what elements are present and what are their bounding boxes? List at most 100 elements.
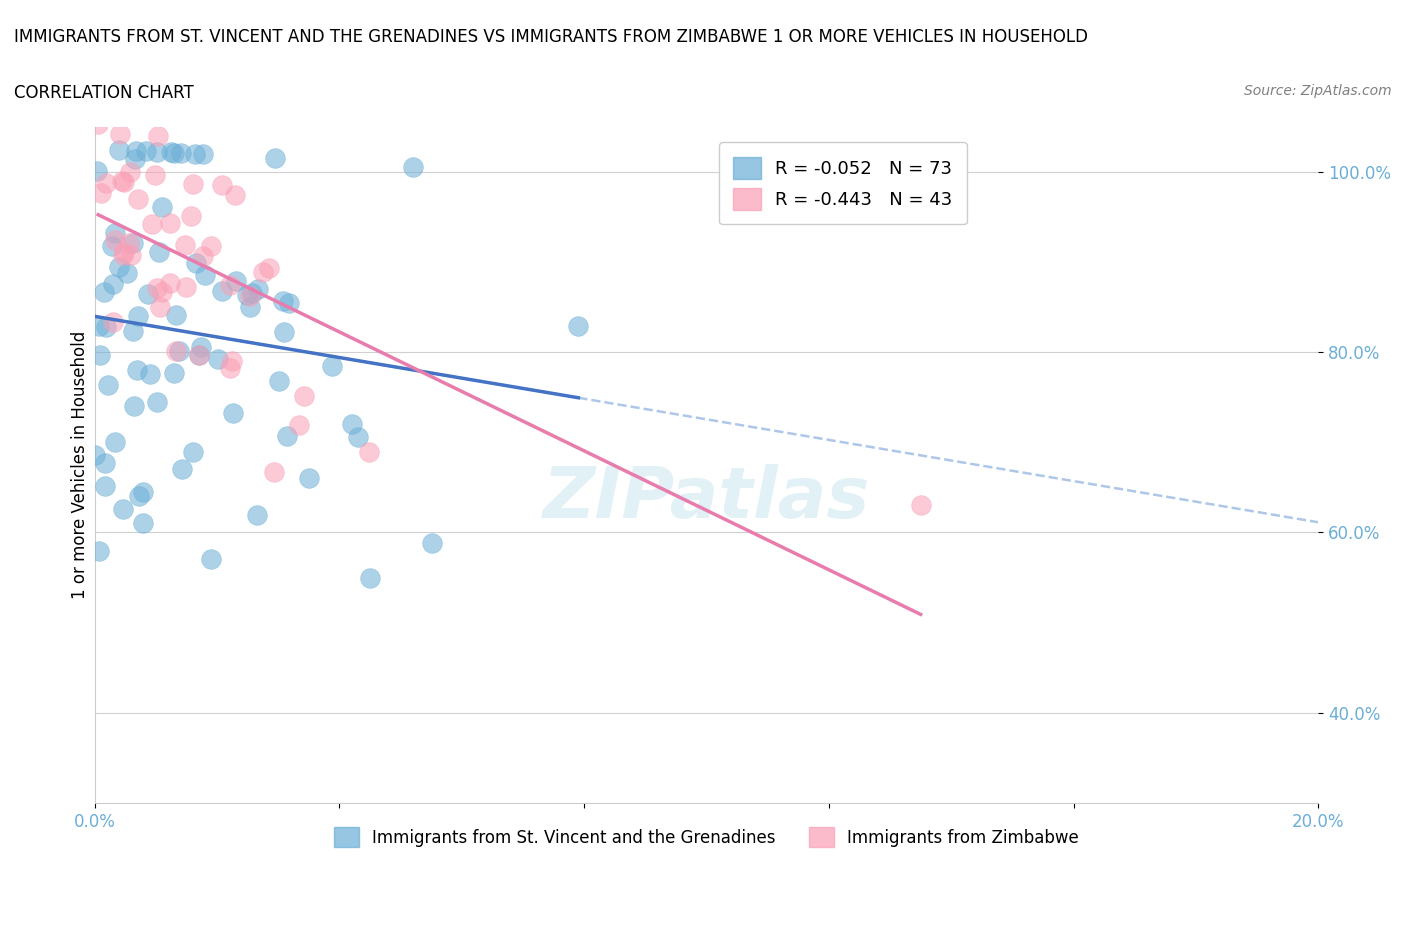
Immigrants from St. Vincent and the Grenadines: [207, 352, 229, 366]
Immigrants from St. Vincent and the Grenadines: [104, 434, 127, 449]
Immigrants from St. Vincent and the Grenadines: [131, 516, 153, 531]
Immigrants from St. Vincent and the Grenadines: [236, 288, 259, 303]
Immigrants from St. Vincent and the Grenadines: [94, 456, 117, 471]
Immigrants from St. Vincent and the Grenadines: [135, 144, 157, 159]
Immigrants from St. Vincent and the Grenadines: [246, 508, 269, 523]
Immigrants from St. Vincent and the Grenadines: [298, 471, 321, 485]
Immigrants from Zimbabwe: [159, 216, 181, 231]
Immigrants from St. Vincent and the Grenadines: [89, 348, 111, 363]
Immigrants from St. Vincent and the Grenadines: [359, 571, 381, 586]
Immigrants from Zimbabwe: [141, 217, 163, 232]
Immigrants from Zimbabwe: [111, 247, 134, 262]
Immigrants from St. Vincent and the Grenadines: [115, 265, 138, 280]
Immigrants from St. Vincent and the Grenadines: [94, 319, 117, 334]
Immigrants from St. Vincent and the Grenadines: [122, 398, 145, 413]
Immigrants from St. Vincent and the Grenadines: [273, 325, 295, 339]
Immigrants from Zimbabwe: [211, 178, 233, 193]
Immigrants from St. Vincent and the Grenadines: [222, 405, 245, 420]
Text: CORRELATION CHART: CORRELATION CHART: [14, 84, 194, 101]
Immigrants from St. Vincent and the Grenadines: [188, 347, 211, 362]
Immigrants from St. Vincent and the Grenadines: [225, 274, 247, 289]
Immigrants from St. Vincent and the Grenadines: [184, 256, 207, 271]
Immigrants from St. Vincent and the Grenadines: [321, 358, 343, 373]
Immigrants from St. Vincent and the Grenadines: [340, 417, 363, 432]
Immigrants from St. Vincent and the Grenadines: [111, 501, 134, 516]
Immigrants from St. Vincent and the Grenadines: [163, 145, 186, 160]
Immigrants from St. Vincent and the Grenadines: [184, 146, 207, 161]
Immigrants from St. Vincent and the Grenadines: [567, 318, 589, 333]
Immigrants from Zimbabwe: [252, 264, 274, 279]
Text: ZIPatlas: ZIPatlas: [543, 464, 870, 533]
Immigrants from St. Vincent and the Grenadines: [200, 551, 222, 566]
Immigrants from St. Vincent and the Grenadines: [269, 374, 291, 389]
Immigrants from St. Vincent and the Grenadines: [347, 430, 370, 445]
Immigrants from St. Vincent and the Grenadines: [101, 276, 124, 291]
Immigrants from Zimbabwe: [910, 498, 932, 512]
Immigrants from Zimbabwe: [176, 280, 198, 295]
Immigrants from Zimbabwe: [103, 232, 125, 247]
Immigrants from St. Vincent and the Grenadines: [247, 281, 270, 296]
Immigrants from Zimbabwe: [150, 285, 173, 299]
Legend: Immigrants from St. Vincent and the Grenadines, Immigrants from Zimbabwe: Immigrants from St. Vincent and the Gren…: [326, 818, 1087, 856]
Immigrants from St. Vincent and the Grenadines: [276, 429, 298, 444]
Immigrants from St. Vincent and the Grenadines: [136, 286, 159, 301]
Immigrants from St. Vincent and the Grenadines: [128, 488, 150, 503]
Immigrants from St. Vincent and the Grenadines: [97, 378, 120, 392]
Immigrants from St. Vincent and the Grenadines: [148, 245, 170, 259]
Immigrants from St. Vincent and the Grenadines: [122, 235, 145, 250]
Immigrants from Zimbabwe: [292, 388, 315, 403]
Immigrants from St. Vincent and the Grenadines: [159, 145, 181, 160]
Immigrants from St. Vincent and the Grenadines: [240, 286, 263, 300]
Immigrants from Zimbabwe: [112, 175, 135, 190]
Immigrants from Zimbabwe: [165, 343, 187, 358]
Immigrants from Zimbabwe: [112, 245, 135, 259]
Immigrants from St. Vincent and the Grenadines: [125, 143, 148, 158]
Immigrants from Zimbabwe: [180, 208, 202, 223]
Immigrants from St. Vincent and the Grenadines: [402, 160, 425, 175]
Immigrants from St. Vincent and the Grenadines: [104, 226, 127, 241]
Y-axis label: 1 or more Vehicles in Household: 1 or more Vehicles in Household: [72, 331, 89, 599]
Immigrants from Zimbabwe: [101, 314, 124, 329]
Immigrants from Zimbabwe: [120, 247, 142, 262]
Immigrants from Zimbabwe: [239, 289, 262, 304]
Immigrants from Zimbabwe: [87, 84, 110, 99]
Immigrants from St. Vincent and the Grenadines: [94, 479, 117, 494]
Immigrants from St. Vincent and the Grenadines: [108, 142, 131, 157]
Immigrants from Zimbabwe: [146, 281, 169, 296]
Immigrants from St. Vincent and the Grenadines: [181, 445, 204, 459]
Immigrants from Zimbabwe: [359, 445, 381, 459]
Immigrants from Zimbabwe: [108, 126, 131, 141]
Immigrants from Zimbabwe: [221, 353, 243, 368]
Immigrants from St. Vincent and the Grenadines: [264, 151, 287, 166]
Immigrants from St. Vincent and the Grenadines: [127, 363, 149, 378]
Immigrants from St. Vincent and the Grenadines: [89, 318, 111, 333]
Text: Source: ZipAtlas.com: Source: ZipAtlas.com: [1244, 84, 1392, 98]
Immigrants from St. Vincent and the Grenadines: [190, 339, 212, 354]
Immigrants from Zimbabwe: [146, 129, 169, 144]
Immigrants from St. Vincent and the Grenadines: [170, 145, 193, 160]
Immigrants from Zimbabwe: [118, 235, 141, 250]
Immigrants from Zimbabwe: [200, 238, 222, 253]
Immigrants from Zimbabwe: [118, 165, 141, 179]
Immigrants from St. Vincent and the Grenadines: [121, 324, 143, 339]
Immigrants from St. Vincent and the Grenadines: [194, 268, 217, 283]
Immigrants from St. Vincent and the Grenadines: [108, 259, 131, 274]
Immigrants from St. Vincent and the Grenadines: [145, 394, 167, 409]
Immigrants from St. Vincent and the Grenadines: [211, 284, 233, 299]
Immigrants from St. Vincent and the Grenadines: [84, 447, 107, 462]
Immigrants from St. Vincent and the Grenadines: [124, 152, 146, 166]
Immigrants from St. Vincent and the Grenadines: [138, 366, 160, 381]
Immigrants from Zimbabwe: [90, 186, 112, 201]
Immigrants from Zimbabwe: [191, 248, 214, 263]
Immigrants from Zimbabwe: [87, 116, 110, 131]
Immigrants from St. Vincent and the Grenadines: [271, 293, 294, 308]
Immigrants from St. Vincent and the Grenadines: [93, 285, 115, 299]
Immigrants from Zimbabwe: [174, 238, 197, 253]
Immigrants from St. Vincent and the Grenadines: [86, 164, 108, 179]
Text: IMMIGRANTS FROM ST. VINCENT AND THE GRENADINES VS IMMIGRANTS FROM ZIMBABWE 1 OR : IMMIGRANTS FROM ST. VINCENT AND THE GREN…: [14, 28, 1088, 46]
Immigrants from St. Vincent and the Grenadines: [89, 544, 111, 559]
Immigrants from Zimbabwe: [127, 192, 149, 206]
Immigrants from Zimbabwe: [224, 187, 246, 202]
Immigrants from St. Vincent and the Grenadines: [165, 307, 187, 322]
Immigrants from Zimbabwe: [96, 176, 118, 191]
